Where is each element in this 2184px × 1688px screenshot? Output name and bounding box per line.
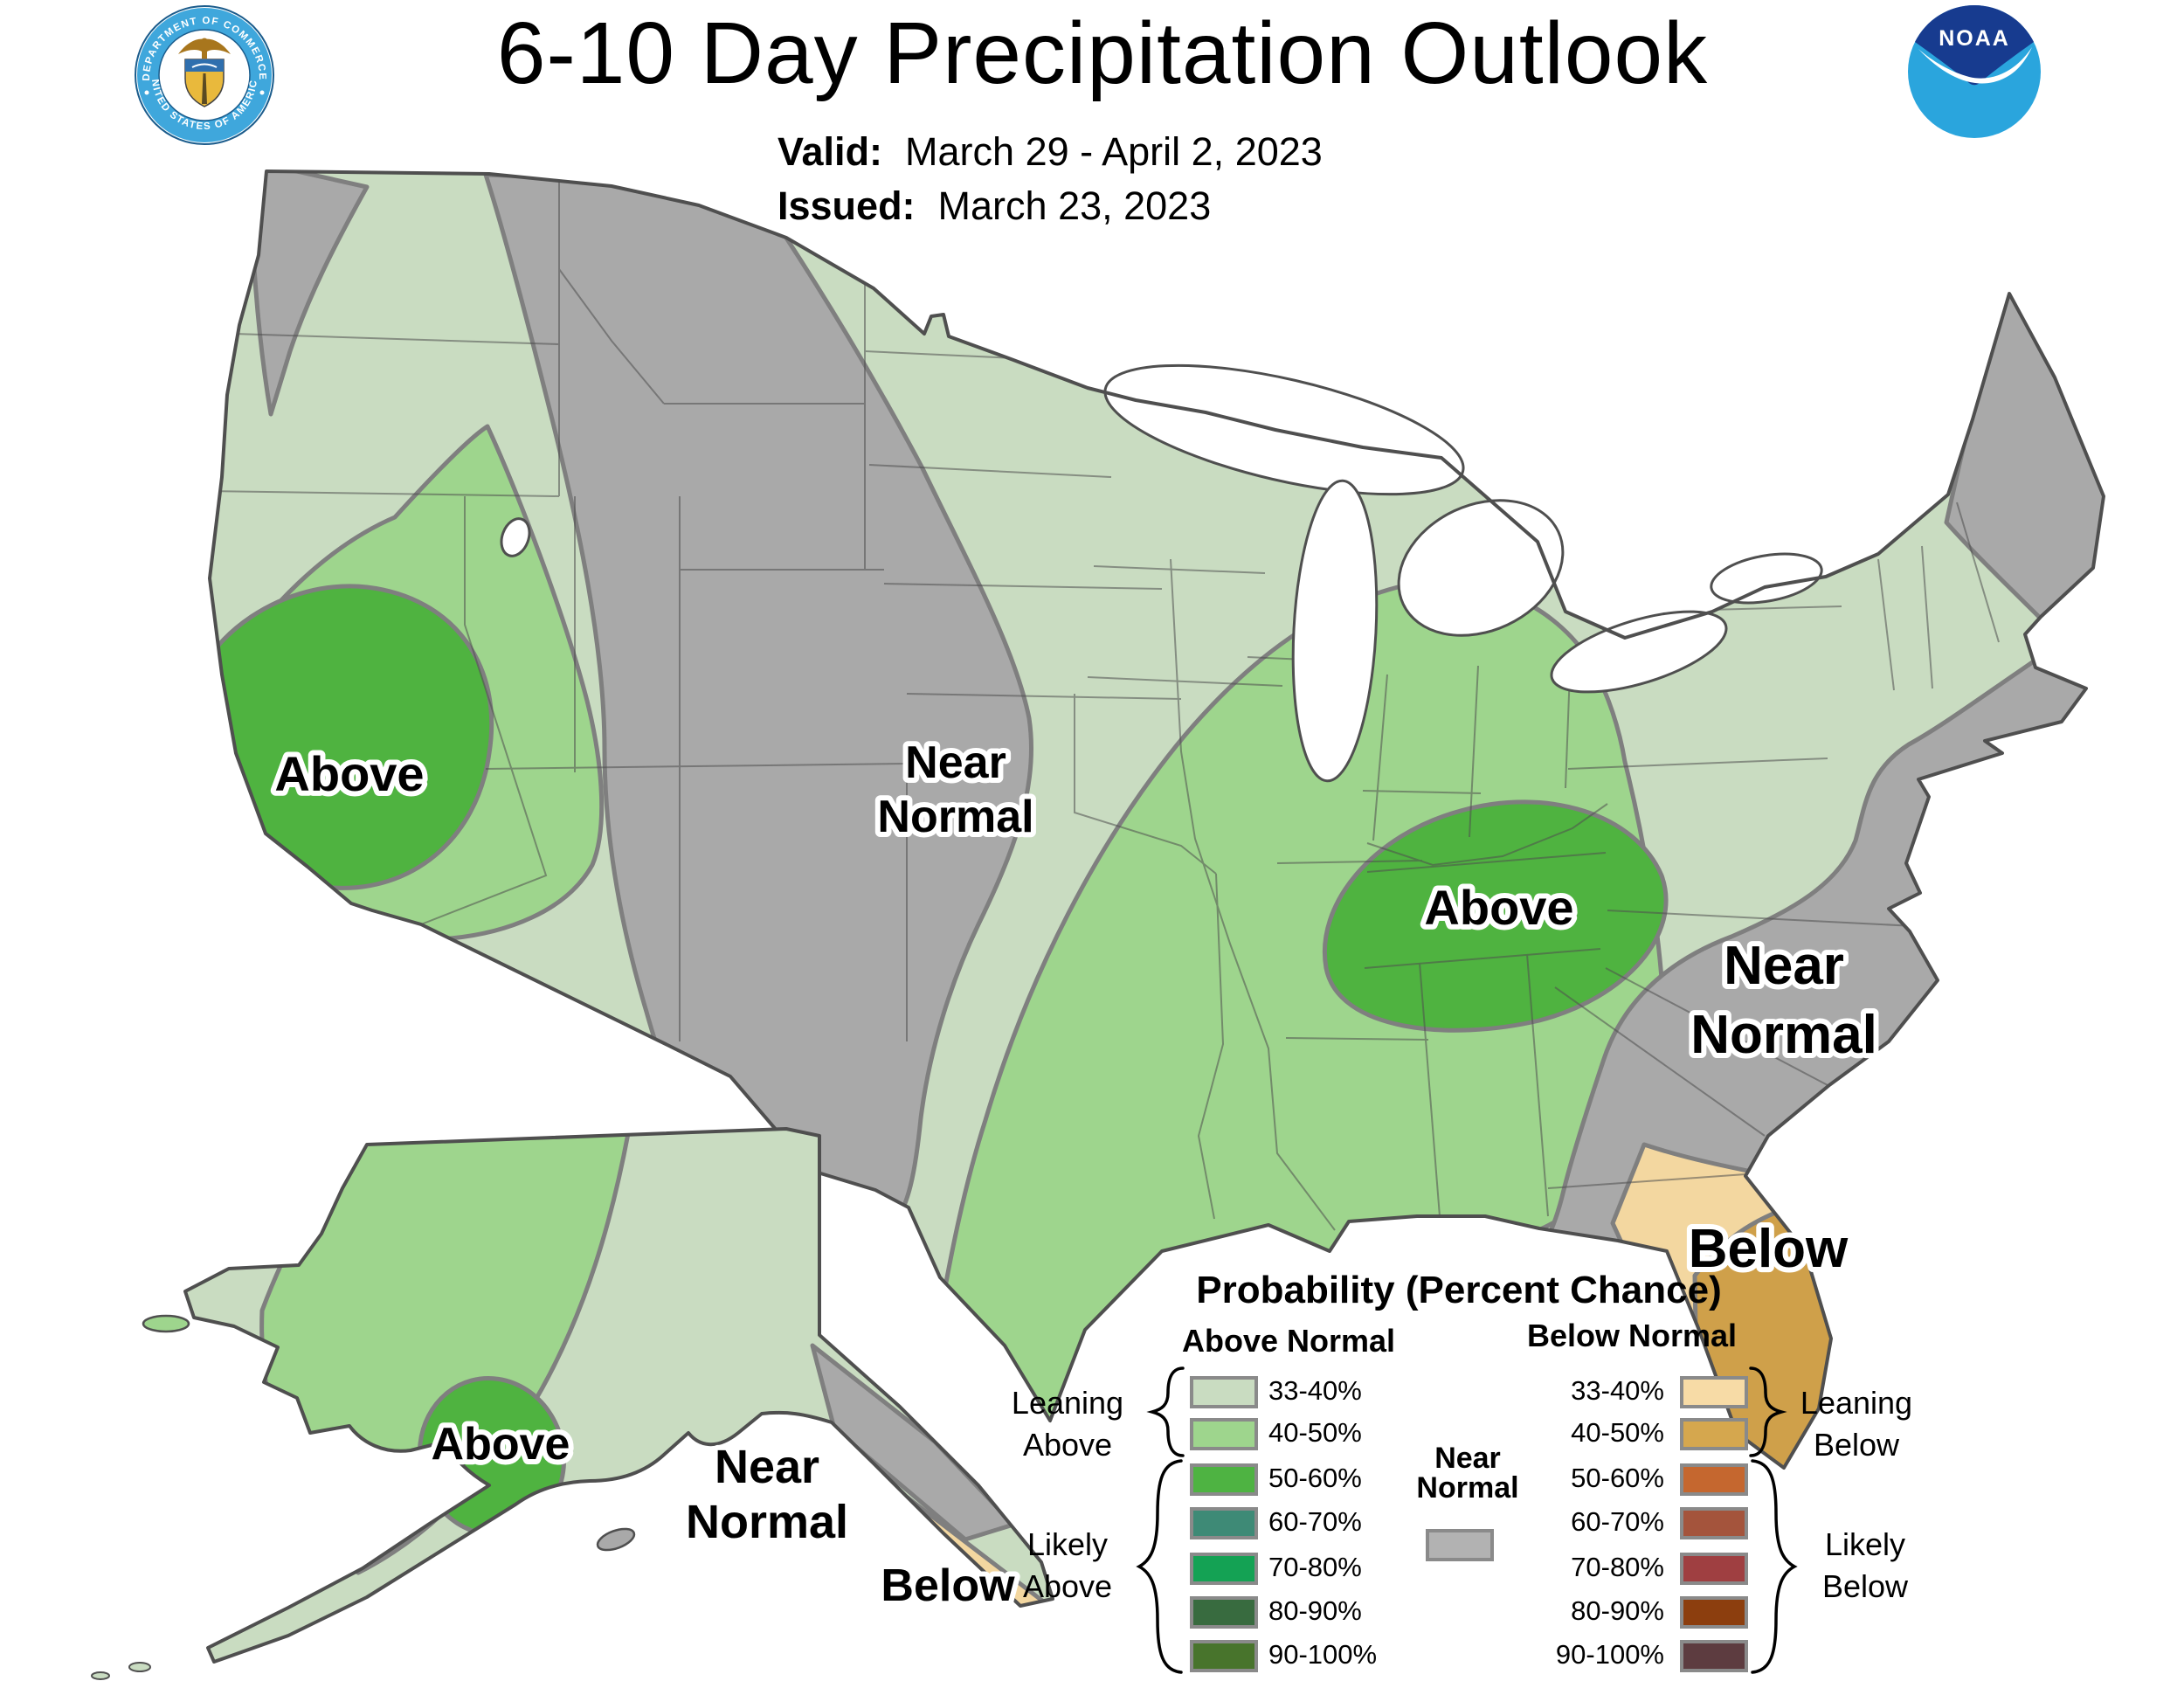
label-east-normal: Normal [1690, 1005, 1877, 1065]
legend-group-leaning-below-line2: Below [1813, 1427, 1900, 1463]
issued-value: March 23, 2023 [937, 183, 1212, 228]
noaa-bird-icon [1918, 47, 2032, 84]
legend-swatch-above-80-90 [1190, 1596, 1258, 1629]
legend-label-below-70-80: 70-80% [1571, 1552, 1664, 1582]
valid-line: Valid: March 29 - April 2, 2023 [778, 129, 1323, 175]
legend-near-normal-line1: Near [1434, 1442, 1501, 1475]
doc-seal-star-right [259, 90, 265, 95]
label-alaska-near: Near [715, 1441, 819, 1493]
label-central-normal: Normal [877, 792, 1033, 842]
legend-swatch-above-40-50 [1190, 1418, 1258, 1450]
legend-swatch-below-90-100 [1680, 1640, 1748, 1672]
lake-ontario [1710, 552, 1823, 605]
legend-label-below-40-50: 40-50% [1571, 1417, 1664, 1448]
legend-group-leaning-below-line1: Leaning [1800, 1385, 1913, 1421]
label-west-above: Above [274, 746, 424, 801]
st-lawrence-island [142, 1314, 190, 1333]
legend-swatch-above-70-80 [1190, 1553, 1258, 1585]
kodiak-island [596, 1527, 636, 1552]
state-borders [210, 182, 2000, 1231]
legend-braces [1136, 1366, 1798, 1674]
legend-group-likely-below-line1: Likely [1824, 1526, 1906, 1562]
aleutian-island-1 [128, 1662, 151, 1672]
label-alaska-normal: Normal [686, 1496, 848, 1548]
legend-swatch-above-90-100 [1190, 1640, 1258, 1672]
valid-value: March 29 - April 2, 2023 [905, 129, 1323, 174]
legend-group-likely-below-line2: Below [1821, 1568, 1909, 1604]
map-region-above-50-60-east [1323, 799, 1669, 1033]
legend-label-below-50-60: 50-60% [1571, 1463, 1664, 1493]
legend-label-above-50-60: 50-60% [1268, 1463, 1362, 1493]
brace-likely-above [1136, 1459, 1183, 1674]
brace-likely-below [1751, 1459, 1798, 1674]
issued-label: Issued: [778, 183, 916, 228]
legend-title: Probability (Percent Chance) [1196, 1269, 1722, 1311]
legend-label-above-90-100: 90-100% [1268, 1639, 1378, 1670]
page-title: 6-10 Day Precipitation Outlook [496, 4, 1709, 102]
legend-swatch-near-normal [1426, 1529, 1494, 1561]
alaska-outline [183, 1127, 1054, 1664]
issued-line: Issued: March 23, 2023 [778, 183, 1211, 229]
legend-below-header: Below Normal [1526, 1318, 1738, 1353]
aleutian-island-2 [91, 1671, 110, 1680]
legend-label-below-80-90: 80-90% [1571, 1595, 1664, 1626]
legend-swatch-above-33-40 [1190, 1376, 1258, 1408]
legend-swatch-below-33-40 [1680, 1376, 1748, 1408]
lake-michigan [1291, 479, 1379, 783]
legend-label-above-33-40: 33-40% [1268, 1375, 1362, 1406]
legend-swatch-above-60-70 [1190, 1507, 1258, 1539]
legend-group-likely-above-line2: Above [1022, 1568, 1113, 1604]
great-salt-lake [500, 517, 531, 557]
legend-group-leaning-above-line2: Above [1022, 1427, 1113, 1463]
brace-leaning-below [1749, 1366, 1787, 1457]
doc-seal-star-left [144, 90, 149, 95]
lake-erie [1550, 610, 1728, 694]
noaa-logo-text: NOAA [1939, 26, 2010, 51]
label-alaska-below: Below [881, 1560, 1015, 1611]
legend-swatch-above-50-60 [1190, 1463, 1258, 1496]
label-east-near: Near [1724, 936, 1844, 996]
lake-huron [1397, 499, 1565, 637]
brace-leaning-above [1146, 1366, 1185, 1457]
legend-label-above-40-50: 40-50% [1268, 1417, 1362, 1448]
legend-swatch-below-60-70 [1680, 1507, 1748, 1539]
doc-seal-shield-icon [184, 59, 225, 107]
noaa-logo-dark-fan [1915, 4, 2034, 86]
conus-outline [208, 169, 2105, 1470]
label-alaska-above: Above [432, 1419, 570, 1470]
legend-swatch-below-80-90 [1680, 1596, 1748, 1629]
legend-group-likely-above-line1: Likely [1026, 1526, 1109, 1562]
legend-swatch-below-40-50 [1680, 1418, 1748, 1450]
legend-group-leaning-above-line1: Leaning [1011, 1385, 1124, 1421]
legend-near-normal-line2: Normal [1416, 1471, 1519, 1505]
legend-label-below-33-40: 33-40% [1571, 1375, 1664, 1406]
alaska-region-near-normal-panhandle [810, 1343, 1016, 1542]
map-label-layer: Above Near Normal Above Near Normal Belo… [269, 732, 1882, 1616]
map-region-near-normal-central [483, 172, 1034, 1229]
doc-seal: DEPARTMENT OF COMMERCE UNITED STATES OF … [135, 5, 274, 145]
conus-map [208, 169, 2105, 1470]
legend-label-above-70-80: 70-80% [1268, 1552, 1362, 1582]
legend-label-below-90-100: 90-100% [1555, 1639, 1664, 1670]
doc-seal-eagle-icon [178, 38, 231, 59]
legend-label-above-60-70: 60-70% [1268, 1506, 1362, 1537]
legend-swatch-below-50-60 [1680, 1463, 1748, 1496]
legend-swatch-below-70-80 [1680, 1553, 1748, 1585]
label-florida-below: Below [1689, 1219, 1849, 1279]
legend-label-below-60-70: 60-70% [1571, 1506, 1664, 1537]
label-central-near: Near [905, 737, 1006, 788]
great-lakes [1103, 363, 1823, 783]
valid-label: Valid: [778, 129, 883, 174]
legend-label-above-80-90: 80-90% [1268, 1595, 1362, 1626]
noaa-logo: NOAA [1908, 4, 2041, 138]
legend-above-header: Above Normal [1181, 1323, 1396, 1359]
label-east-above: Above [1424, 880, 1573, 935]
